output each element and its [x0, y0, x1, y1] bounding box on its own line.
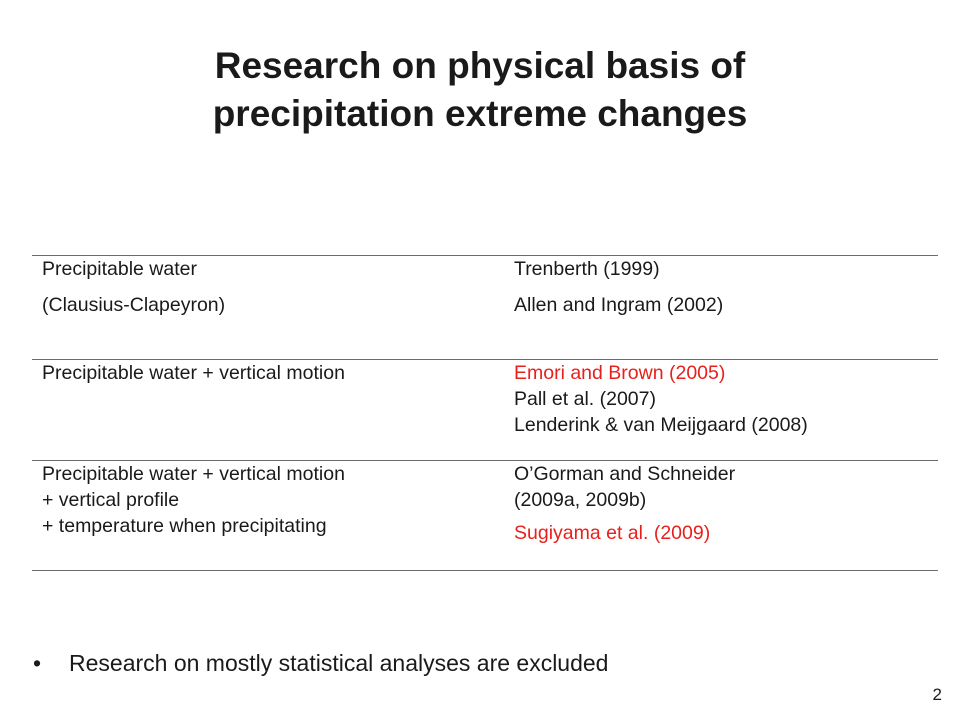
reference-text-highlighted: Emori and Brown (2005) — [514, 362, 726, 384]
bullet-icon: • — [33, 650, 42, 676]
slide-title-line-2: precipitation extreme changes — [212, 93, 748, 134]
reference-text: Lenderink & van Meijgaard (2008) — [514, 414, 808, 436]
mechanism-text: + vertical profile — [42, 489, 180, 511]
mechanism-cell: Precipitable water + vertical motion + v… — [32, 461, 504, 571]
references-cell: Trenberth (1999) Allen and Ingram (2002) — [504, 256, 938, 360]
references-cell: Emori and Brown (2005) Pall et al. (2007… — [504, 360, 938, 461]
slide-title: Research on physical basis of precipitat… — [0, 42, 960, 138]
mechanism-cell: Precipitable water + vertical motion — [32, 360, 504, 461]
reference-text: O’Gorman and Schneider — [514, 463, 736, 485]
reference-text-highlighted: Sugiyama et al. (2009) — [514, 522, 711, 544]
reference-text: Pall et al. (2007) — [514, 388, 656, 410]
mechanism-text: Precipitable water + vertical motion — [42, 362, 345, 384]
slide-title-line-1: Research on physical basis of — [214, 45, 746, 86]
research-table: Precipitable water (Clausius-Clapeyron) … — [32, 255, 938, 571]
bullet-text: Research on mostly statistical analyses … — [69, 650, 609, 676]
mechanism-text: + temperature when precipitating — [42, 515, 327, 537]
table-row: Precipitable water (Clausius-Clapeyron) … — [32, 255, 938, 360]
references-cell: O’Gorman and Schneider (2009a, 2009b) Su… — [504, 461, 938, 571]
reference-text: Trenberth (1999) — [514, 258, 660, 280]
mechanism-text: (Clausius-Clapeyron) — [42, 294, 226, 316]
reference-text: Allen and Ingram (2002) — [514, 294, 724, 316]
page-number: 2 — [932, 685, 942, 704]
bullet-point: • Research on mostly statistical analyses… — [33, 648, 608, 678]
table-row: Precipitable water + vertical motion + v… — [32, 461, 938, 571]
mechanism-text: Precipitable water — [42, 258, 197, 280]
mechanism-cell: Precipitable water (Clausius-Clapeyron) — [32, 256, 504, 360]
table-row: Precipitable water + vertical motion Emo… — [32, 360, 938, 461]
reference-text: (2009a, 2009b) — [514, 489, 647, 511]
mechanism-text: Precipitable water + vertical motion — [42, 463, 345, 485]
